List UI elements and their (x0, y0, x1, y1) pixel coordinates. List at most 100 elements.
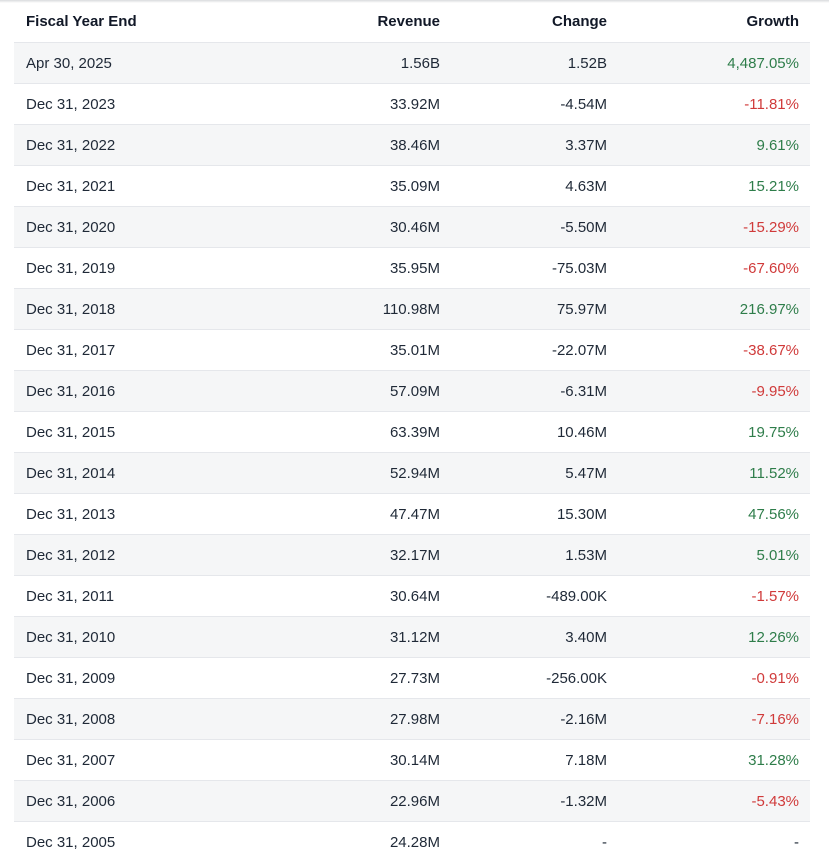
change-cell: 7.18M (565, 751, 607, 769)
growth-cell: 47.56% (748, 505, 799, 523)
growth-cell: -38.67% (743, 341, 799, 359)
date-cell: Dec 31, 2018 (26, 300, 116, 318)
change-cell: -22.07M (551, 341, 607, 359)
growth-cell: -67.60% (743, 259, 799, 277)
change-cell: 3.40M (565, 628, 607, 646)
revenue-cell: 52.94M (389, 464, 440, 482)
revenue-history-table: Fiscal Year End Revenue Change Growth Ap… (14, 0, 810, 858)
revenue-cell: 35.95M (389, 259, 440, 277)
change-cell: 10.46M (556, 423, 607, 441)
header-growth[interactable]: Growth (746, 12, 800, 30)
change-cell: 1.53M (565, 546, 607, 564)
growth-cell: 15.21% (748, 177, 799, 195)
header-revenue[interactable]: Revenue (377, 12, 440, 30)
table-body: Apr 30, 2025 1.56B 1.52B 4,487.05% Dec 31, 2… (14, 43, 810, 858)
revenue-cell: 47.47M (389, 505, 440, 523)
table-row: Dec 31, 2008 27.98M -2.16M -7.16% (14, 699, 810, 740)
revenue-cell: 30.46M (389, 218, 440, 236)
growth-cell: 11.52% (749, 464, 799, 482)
growth-cell: -0.91% (751, 669, 799, 687)
table-row: Dec 31, 2020 30.46M -5.50M -15.29% (14, 207, 810, 248)
date-cell: Dec 31, 2013 (26, 505, 116, 523)
revenue-cell: 30.14M (389, 751, 440, 769)
table-row: Dec 31, 2022 38.46M 3.37M 9.61% (14, 125, 810, 166)
revenue-cell: 1.56B (400, 54, 440, 72)
date-cell: Dec 31, 2006 (26, 792, 116, 810)
table-row: Dec 31, 2006 22.96M -1.32M -5.43% (14, 781, 810, 822)
table-row: Dec 31, 2012 32.17M 1.53M 5.01% (14, 535, 810, 576)
revenue-cell: 35.01M (389, 341, 440, 359)
revenue-cell: 22.96M (389, 792, 440, 810)
change-cell: - (602, 833, 607, 851)
revenue-cell: 31.12M (389, 628, 440, 646)
change-cell: 15.30M (556, 505, 607, 523)
growth-cell: -11.81% (744, 95, 799, 113)
revenue-cell: 35.09M (389, 177, 440, 195)
change-cell: 4.63M (565, 177, 607, 195)
table-row: Dec 31, 2023 33.92M -4.54M -11.81% (14, 84, 810, 125)
change-cell: -5.50M (560, 218, 607, 236)
date-cell: Dec 31, 2023 (26, 95, 116, 113)
date-cell: Dec 31, 2015 (26, 423, 116, 441)
date-cell: Dec 31, 2014 (26, 464, 116, 482)
date-cell: Apr 30, 2025 (26, 54, 112, 72)
growth-cell: -5.43% (751, 792, 799, 810)
date-cell: Dec 31, 2016 (26, 382, 116, 400)
table-header-row: Fiscal Year End Revenue Change Growth (14, 0, 810, 43)
table-row: Dec 31, 2021 35.09M 4.63M 15.21% (14, 166, 810, 207)
change-cell: -6.31M (560, 382, 607, 400)
change-cell: -75.03M (551, 259, 607, 277)
growth-cell: 5.01% (756, 546, 799, 564)
change-cell: -2.16M (560, 710, 607, 728)
growth-cell: - (794, 833, 799, 851)
header-fiscal-year-end[interactable]: Fiscal Year End (26, 12, 137, 30)
change-cell: 3.37M (565, 136, 607, 154)
date-cell: Dec 31, 2019 (26, 259, 116, 277)
date-cell: Dec 31, 2022 (26, 136, 116, 154)
change-cell: 75.97M (556, 300, 607, 318)
date-cell: Dec 31, 2012 (26, 546, 116, 564)
table-row: Dec 31, 2019 35.95M -75.03M -67.60% (14, 248, 810, 289)
revenue-cell: 27.98M (389, 710, 440, 728)
table-row: Dec 31, 2018 110.98M 75.97M 216.97% (14, 289, 810, 330)
date-cell: Dec 31, 2021 (26, 177, 116, 195)
growth-cell: 4,487.05% (727, 54, 799, 72)
date-cell: Dec 31, 2020 (26, 218, 116, 236)
date-cell: Dec 31, 2009 (26, 669, 116, 687)
change-cell: -4.54M (560, 95, 607, 113)
table-row: Dec 31, 2016 57.09M -6.31M -9.95% (14, 371, 810, 412)
date-cell: Dec 31, 2010 (26, 628, 116, 646)
revenue-cell: 33.92M (389, 95, 440, 113)
revenue-cell: 27.73M (389, 669, 440, 687)
revenue-cell: 30.64M (389, 587, 440, 605)
table-row: Dec 31, 2005 24.28M - - (14, 822, 810, 858)
table-row: Dec 31, 2015 63.39M 10.46M 19.75% (14, 412, 810, 453)
change-cell: -1.32M (560, 792, 607, 810)
growth-cell: -7.16% (751, 710, 799, 728)
growth-cell: -15.29% (743, 218, 799, 236)
growth-cell: 31.28% (748, 751, 799, 769)
growth-cell: 9.61% (756, 136, 799, 154)
growth-cell: -1.57% (751, 587, 799, 605)
table-row: Dec 31, 2009 27.73M -256.00K -0.91% (14, 658, 810, 699)
growth-cell: 12.26% (748, 628, 799, 646)
table-row: Dec 31, 2010 31.12M 3.40M 12.26% (14, 617, 810, 658)
revenue-cell: 110.98M (382, 300, 440, 318)
change-cell: 1.52B (567, 54, 607, 72)
table-row: Dec 31, 2007 30.14M 7.18M 31.28% (14, 740, 810, 781)
date-cell: Dec 31, 2008 (26, 710, 116, 728)
change-cell: -489.00K (546, 587, 607, 605)
growth-cell: 216.97% (739, 300, 799, 318)
revenue-cell: 38.46M (389, 136, 440, 154)
change-cell: -256.00K (546, 669, 607, 687)
revenue-cell: 24.28M (389, 833, 440, 851)
table-row: Dec 31, 2017 35.01M -22.07M -38.67% (14, 330, 810, 371)
date-cell: Dec 31, 2017 (26, 341, 116, 359)
header-change[interactable]: Change (551, 12, 607, 30)
growth-cell: -9.95% (751, 382, 799, 400)
change-cell: 5.47M (565, 464, 607, 482)
revenue-cell: 32.17M (389, 546, 440, 564)
revenue-cell: 63.39M (389, 423, 440, 441)
table-row: Dec 31, 2013 47.47M 15.30M 47.56% (14, 494, 810, 535)
growth-cell: 19.75% (748, 423, 799, 441)
